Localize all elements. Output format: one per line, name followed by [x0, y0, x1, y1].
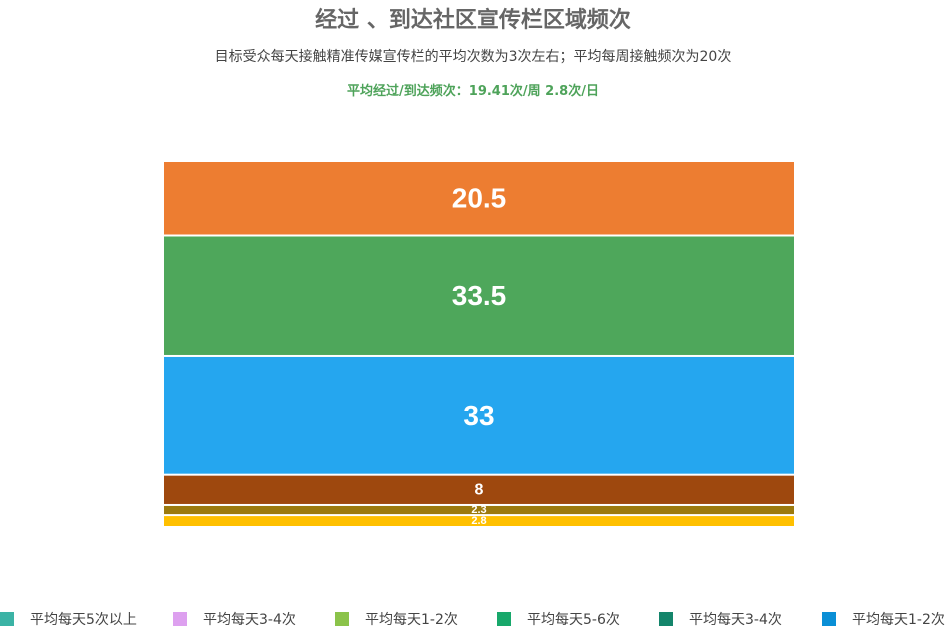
bar-segment-0 — [164, 516, 794, 526]
legend-swatch-5 — [822, 612, 836, 626]
data-label-3: 33 — [463, 400, 494, 431]
data-label-1: 2.3 — [471, 504, 486, 516]
data-label-4: 33.5 — [452, 280, 507, 311]
legend-label-4: 平均每天3-4次 — [689, 612, 782, 628]
legend-swatch-3 — [497, 612, 511, 626]
legend-swatch-4 — [659, 612, 673, 626]
data-label-5: 20.5 — [452, 183, 507, 214]
bar-segment-2 — [164, 475, 794, 504]
bar-segment-3 — [164, 356, 794, 474]
legend-label-5: 平均每天1-2次 — [852, 612, 945, 628]
legend-item-5: 平均每天1-2次 — [822, 609, 945, 629]
legend-label-3: 平均每天5-6次 — [527, 612, 620, 628]
legend-item-1: 平均每天3-4次 — [173, 609, 296, 629]
bar-segment-5 — [164, 162, 794, 235]
legend-item-0: 平均每天5次以上 — [0, 609, 137, 629]
chart-title: 经过 、到达社区宣传栏区域频次 — [315, 8, 631, 33]
legend-item-3: 平均每天5-6次 — [497, 609, 620, 629]
average-frequency-note: 平均经过/到达频次：19.41次/周 2.8次/日 — [347, 84, 599, 99]
bar-segment-4 — [164, 236, 794, 355]
bar-segment-1 — [164, 505, 794, 515]
stacked-bar-chart: 2.82.3 8 33 33.5 20.5 — [164, 162, 794, 527]
legend-label-1: 平均每天3-4次 — [203, 612, 296, 628]
legend-item-2: 平均每天1-2次 — [335, 609, 458, 629]
legend-label-0: 平均每天5次以上 — [30, 612, 137, 628]
legend-swatch-1 — [173, 612, 187, 626]
data-label-2: 8 — [475, 481, 484, 498]
legend-swatch-2 — [335, 612, 349, 626]
legend-item-4: 平均每天3-4次 — [659, 609, 782, 629]
data-label-0: 2.8 — [471, 515, 486, 527]
chart-legend: 平均每天5次以上 平均每天3-4次 平均每天1-2次 平均每天5-6次 平均每天3-4次… — [0, 609, 946, 629]
legend-swatch-0 — [0, 612, 14, 626]
chart-subtitle: 目标受众每天接触精准传媒宣传栏的平均次数为3次左右；平均每周接触频次为20次 — [214, 49, 732, 65]
legend-label-2: 平均每天1-2次 — [365, 612, 458, 628]
